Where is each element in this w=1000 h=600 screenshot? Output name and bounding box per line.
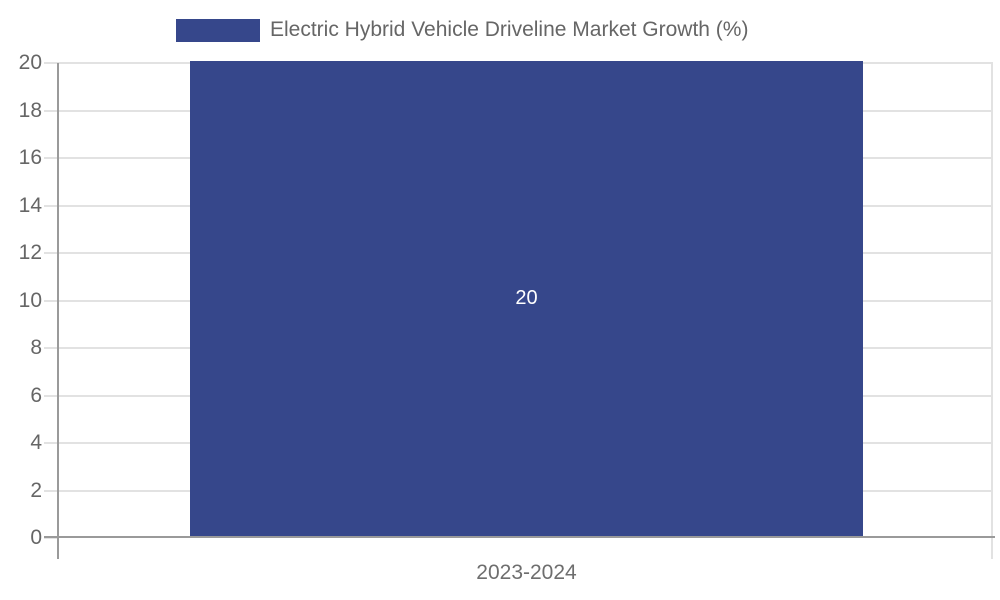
y-tick-label-2: 2 <box>30 478 42 502</box>
y-tick-label-4: 4 <box>30 431 42 454</box>
bar-2023-2024: 20 <box>190 61 863 536</box>
y-tick-mark-10 <box>44 299 57 302</box>
y-tick-mark-16 <box>44 157 57 159</box>
y-tick-mark-0 <box>44 537 57 539</box>
bar-value-label: 20 <box>515 287 538 309</box>
y-tick-label-16: 16 <box>18 146 42 169</box>
y-tick-label-6: 6 <box>30 383 42 407</box>
y-tick-mark-14 <box>44 204 57 207</box>
y-tick-label-18: 18 <box>18 98 42 122</box>
y-tick-label-10: 10 <box>18 288 42 312</box>
x-axis-category-label: 2023-2024 <box>476 561 577 584</box>
y-tick-mark-8 <box>44 347 57 349</box>
y-tick-label-20: 20 <box>18 51 42 74</box>
legend: Electric Hybrid Vehicle Driveline Market… <box>176 16 748 44</box>
y-tick-label-8: 8 <box>30 336 42 359</box>
legend-swatch <box>176 18 260 42</box>
y-tick-label-0: 0 <box>30 526 42 549</box>
x-axis-line <box>44 536 995 538</box>
y-tick-mark-4 <box>44 442 57 444</box>
y-tick-mark-12 <box>44 252 57 254</box>
legend-label: Electric Hybrid Vehicle Driveline Market… <box>270 18 749 41</box>
plot-area: 20 0 2 4 6 8 10 12 14 16 18 20 <box>19 51 995 559</box>
y-tick-mark-6 <box>44 394 57 397</box>
plot-right-border <box>991 63 993 559</box>
y-axis-line <box>57 63 59 559</box>
y-tick-label-14: 14 <box>18 193 42 217</box>
y-tick-label-12: 12 <box>18 241 42 264</box>
y-tick-mark-18 <box>44 109 57 112</box>
y-tick-mark-20 <box>44 62 57 64</box>
y-tick-mark-2 <box>44 489 57 492</box>
